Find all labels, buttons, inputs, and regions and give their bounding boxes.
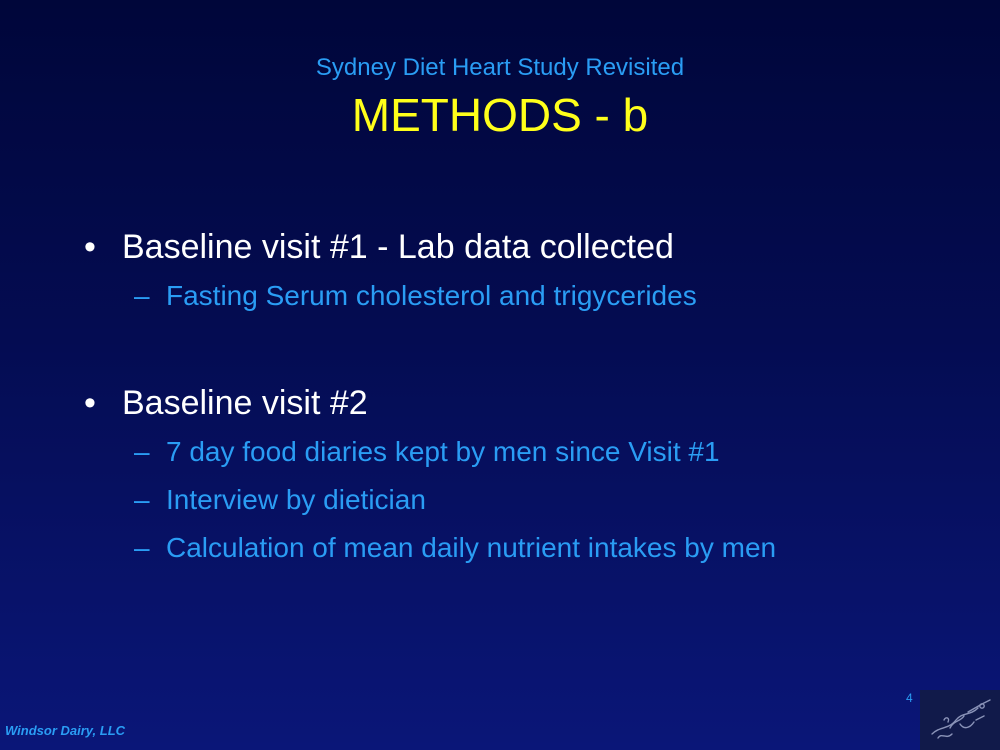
sub-dash: –	[134, 280, 150, 311]
bullet-item: • Baseline visit #2	[84, 380, 964, 426]
sub-dash: –	[134, 436, 150, 467]
sub-list: – Fasting Serum cholesterol and trigycer…	[134, 272, 964, 320]
bullet-text: Baseline visit #2	[122, 384, 368, 422]
pen-sketch-icon	[920, 690, 1000, 750]
slide-title: METHODS - b	[351, 89, 649, 141]
sub-item: – Interview by dietician	[134, 476, 964, 524]
sub-list: – 7 day food diaries kept by men since V…	[134, 428, 964, 572]
sub-item-text: Fasting Serum cholesterol and trigycerid…	[166, 280, 697, 311]
slide-content: • Baseline visit #1 - Lab data collected…	[84, 224, 964, 572]
sub-dash: –	[134, 484, 150, 515]
pen-sketch-svg	[931, 699, 991, 739]
bullet-dot: •	[84, 384, 96, 422]
sub-item: – Fasting Serum cholesterol and trigycer…	[134, 272, 964, 320]
footer-company: Windsor Dairy, LLC	[5, 723, 126, 738]
sub-item: – 7 day food diaries kept by men since V…	[134, 428, 964, 476]
bullet-dot: •	[84, 228, 96, 266]
bullet-group-1: • Baseline visit #1 - Lab data collected…	[84, 224, 964, 320]
sub-item-text: 7 day food diaries kept by men since Vis…	[166, 436, 720, 467]
page-number: 4	[906, 691, 913, 705]
sub-item-text: Calculation of mean daily nutrient intak…	[166, 532, 777, 563]
sub-item-text: Interview by dietician	[166, 484, 426, 515]
sub-item: – Calculation of mean daily nutrient int…	[134, 524, 964, 572]
bullet-item: • Baseline visit #1 - Lab data collected	[84, 224, 964, 270]
bullet-text: Baseline visit #1 - Lab data collected	[122, 228, 674, 266]
sub-dash: –	[134, 532, 150, 563]
slide-subtitle: Sydney Diet Heart Study Revisited	[315, 54, 685, 81]
bullet-group-2: • Baseline visit #2 – 7 day food diaries…	[84, 380, 964, 572]
